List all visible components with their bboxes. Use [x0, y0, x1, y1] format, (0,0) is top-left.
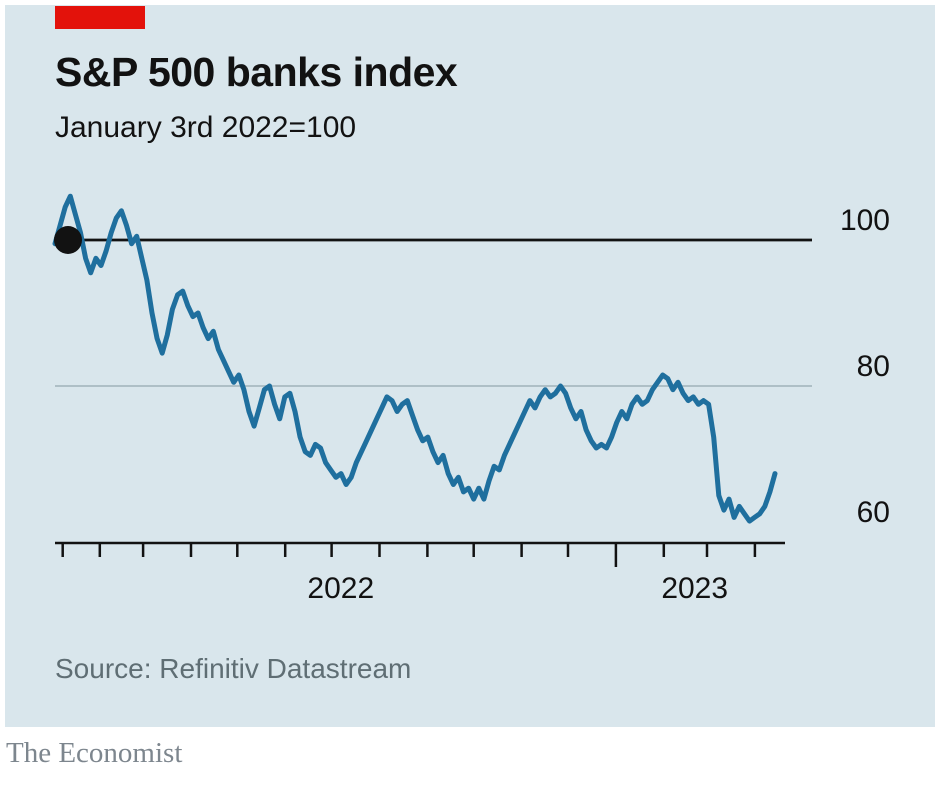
x-axis-year-2023: 2023 — [661, 572, 728, 605]
chart-title: S&P 500 banks index — [55, 49, 458, 95]
chart-subtitle: January 3rd 2022=100 — [55, 111, 357, 144]
line-chart: 100 80 60 2022 2023 — [52, 193, 890, 605]
y-axis-label-100: 100 — [840, 204, 890, 237]
start-marker-dot — [54, 226, 82, 254]
y-axis-label-80: 80 — [857, 350, 890, 383]
plot-area: 100 80 60 2022 2023 — [50, 168, 895, 613]
source-note: Source: Refinitiv Datastream — [55, 653, 412, 684]
series-line — [52, 193, 778, 524]
economist-red-tab — [55, 6, 145, 29]
y-axis-label-60: 60 — [857, 496, 890, 529]
chart-card: S&P 500 banks index January 3rd 2022=100… — [5, 5, 935, 727]
x-axis-year-2022: 2022 — [307, 572, 374, 605]
economist-wordmark: The Economist — [6, 737, 183, 769]
